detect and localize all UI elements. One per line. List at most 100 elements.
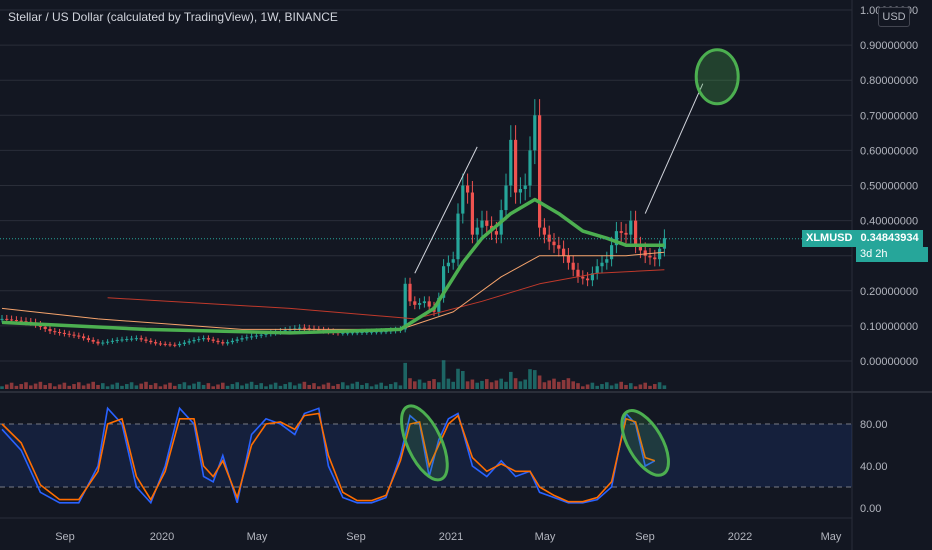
osc-tick-label: 0.00	[860, 503, 881, 515]
ma-slow-line	[107, 269, 665, 320]
candle-body	[346, 332, 350, 334]
volume-bar	[566, 378, 571, 389]
candle-body	[149, 340, 153, 343]
volume-bar	[345, 385, 350, 389]
volume-bar	[547, 380, 551, 389]
candle-body	[163, 343, 167, 345]
candle-body	[264, 333, 268, 335]
x-tick-label: May	[821, 531, 842, 543]
candle-body	[288, 329, 292, 331]
osc-tick-label: 40.00	[860, 461, 888, 473]
candle-body	[58, 332, 62, 334]
volume-bar	[350, 383, 355, 389]
volume-bar	[427, 380, 431, 389]
y-tick-label: 0.40000000	[860, 216, 918, 228]
volume-bar	[259, 383, 263, 389]
candle-body	[480, 220, 484, 228]
volume-bar	[561, 380, 566, 389]
volume-bar	[211, 386, 215, 389]
candle-body	[226, 342, 230, 344]
volume-bar	[19, 384, 23, 389]
candle-body	[139, 338, 143, 340]
volume-bar	[542, 382, 547, 389]
volume-bar	[408, 378, 412, 389]
candle-body	[317, 329, 321, 331]
candle-body	[418, 303, 422, 305]
candle-body	[403, 283, 407, 330]
volume-bar	[206, 383, 211, 389]
volume-bar	[96, 384, 100, 389]
candle-body	[14, 320, 18, 322]
volume-bar	[72, 384, 76, 389]
volume-bar	[0, 386, 4, 389]
volume-bar	[485, 379, 489, 389]
candle-body	[48, 328, 52, 332]
candle-body	[144, 339, 148, 341]
volume-bar	[365, 383, 369, 389]
oscillator-highlight-ellipse	[620, 409, 670, 477]
volume-bar	[201, 384, 206, 389]
volume-bar	[369, 386, 374, 389]
volume-bar	[379, 382, 383, 389]
candle-body	[240, 338, 244, 340]
currency-button[interactable]: USD	[878, 7, 910, 27]
volume-bar	[81, 385, 86, 389]
oscillator-highlight-ellipse	[400, 404, 449, 482]
volume-bar	[331, 385, 335, 389]
volume-bar	[494, 380, 499, 389]
volume-bar	[283, 384, 287, 389]
volume-bar	[221, 382, 225, 389]
target-ellipse	[694, 48, 740, 106]
candle-body	[96, 341, 100, 344]
volume-bar	[158, 386, 163, 389]
candle-body	[509, 139, 513, 186]
x-tick-label: 2021	[439, 531, 463, 543]
candle-body	[221, 342, 225, 344]
candle-body	[547, 234, 551, 242]
y-tick-label: 0.00000000	[860, 356, 918, 368]
candle-body	[182, 342, 186, 344]
candle-body	[466, 185, 470, 193]
candle-body	[77, 335, 81, 337]
volume-bar	[576, 383, 580, 389]
volume-bar	[225, 385, 230, 389]
x-tick-label: May	[535, 531, 556, 543]
volume-bar	[360, 384, 364, 389]
volume-bar	[153, 383, 158, 389]
candle-body	[576, 269, 580, 277]
y-tick-label: 0.90000000	[860, 40, 918, 52]
volume-bar	[499, 378, 503, 389]
candlesticks	[0, 99, 666, 348]
volume-bar	[451, 381, 455, 389]
volume-bar	[336, 384, 340, 389]
candle-body	[120, 339, 124, 341]
y-tick-label: 0.60000000	[860, 145, 918, 157]
volume-bar	[384, 385, 388, 389]
candle-body	[72, 334, 76, 336]
candle-body	[600, 262, 604, 267]
candle-body	[379, 331, 383, 333]
volume-bar	[53, 386, 57, 389]
candle-body	[10, 319, 14, 321]
volume-bar	[624, 384, 628, 389]
candle-body	[19, 320, 23, 322]
candle-body	[283, 330, 287, 332]
last-price-value: 0.34843934	[856, 230, 923, 247]
volume-bar	[43, 384, 47, 389]
candle-body	[91, 339, 95, 342]
volume-bar	[638, 384, 643, 389]
volume-bar	[129, 382, 134, 389]
candle-body	[533, 115, 537, 151]
candle-body	[557, 245, 561, 249]
candle-body	[173, 344, 177, 346]
candle-body	[528, 150, 532, 186]
volume-bar	[461, 371, 465, 389]
x-tick-label: Sep	[346, 531, 366, 543]
volume-bar	[110, 384, 115, 389]
volume-bar	[38, 381, 43, 389]
volume-bar	[657, 382, 662, 389]
candle-body	[187, 341, 191, 343]
candle-body	[638, 245, 642, 251]
